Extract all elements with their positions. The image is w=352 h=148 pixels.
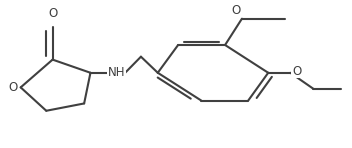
Text: O: O: [48, 7, 57, 20]
Text: O: O: [8, 81, 17, 94]
Text: O: O: [292, 65, 301, 78]
Text: O: O: [231, 4, 240, 17]
Text: NH: NH: [108, 66, 125, 79]
